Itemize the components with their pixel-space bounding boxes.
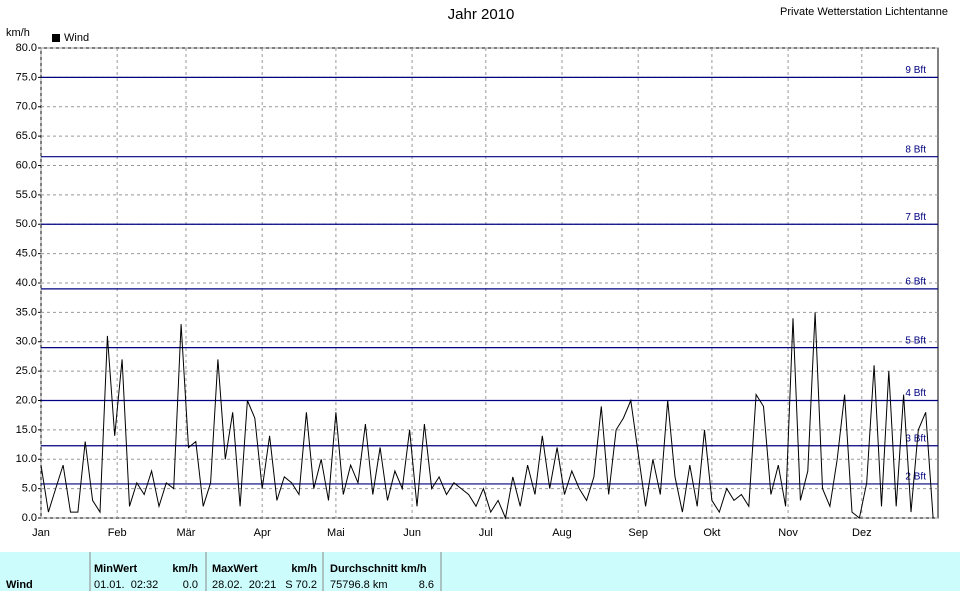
y-tick-label: 65.0 bbox=[16, 130, 37, 142]
reference-label: 9 Bft bbox=[905, 65, 926, 76]
x-tick-label: Mai bbox=[327, 527, 345, 539]
y-tick-label: 45.0 bbox=[16, 248, 37, 260]
wind-line bbox=[40, 312, 934, 520]
table-header: MaxWert bbox=[212, 563, 258, 575]
table-cell: 28.02. 20:21 bbox=[212, 579, 276, 591]
y-tick-label: 30.0 bbox=[16, 336, 37, 348]
chart-title: Jahr 2010 bbox=[448, 6, 515, 23]
table-header: Durchschnitt km/h bbox=[330, 563, 427, 575]
x-tick-label: Jun bbox=[403, 527, 421, 539]
reference-label: 8 Bft bbox=[905, 144, 926, 155]
x-tick-label: Dez bbox=[852, 527, 872, 539]
y-tick-label: 80.0 bbox=[16, 42, 37, 54]
x-tick-label: Nov bbox=[778, 527, 798, 539]
y-tick-label: 55.0 bbox=[16, 189, 37, 201]
table-header: MinWert bbox=[94, 563, 138, 575]
x-tick-label: Jul bbox=[479, 527, 493, 539]
table-header: km/h bbox=[172, 563, 198, 575]
x-tick-label: Aug bbox=[552, 527, 572, 539]
table-cell: S 70.2 bbox=[285, 579, 317, 591]
reference-label: 3 Bft bbox=[905, 433, 926, 444]
y-tick-label: 25.0 bbox=[16, 365, 37, 377]
legend-label: Wind bbox=[64, 32, 89, 44]
table-row-label: Wind bbox=[6, 579, 33, 591]
reference-label: 4 Bft bbox=[905, 388, 926, 399]
y-tick-label: 5.0 bbox=[22, 483, 37, 495]
reference-label: 5 Bft bbox=[905, 335, 926, 346]
x-tick-label: Feb bbox=[108, 527, 127, 539]
table-cell: 8.6 bbox=[419, 579, 434, 591]
y-tick-label: 20.0 bbox=[16, 394, 37, 406]
reference-label: 2 Bft bbox=[905, 472, 926, 483]
chart-subtitle: Private Wetterstation Lichtentanne bbox=[780, 6, 948, 18]
y-tick-label: 0.0 bbox=[22, 512, 37, 524]
y-tick-label: 70.0 bbox=[16, 101, 37, 113]
x-tick-label: Okt bbox=[703, 527, 720, 539]
y-tick-label: 40.0 bbox=[16, 277, 37, 289]
x-tick-label: Mär bbox=[177, 527, 196, 539]
y-tick-label: 60.0 bbox=[16, 159, 37, 171]
table-cell: 75796.8 km bbox=[330, 579, 387, 591]
y-axis-label: km/h bbox=[6, 27, 30, 39]
y-tick-label: 75.0 bbox=[16, 71, 37, 83]
y-tick-label: 15.0 bbox=[16, 424, 37, 436]
x-tick-label: Apr bbox=[254, 527, 271, 539]
table-cell: 01.01. 02:32 bbox=[94, 579, 158, 591]
y-tick-label: 10.0 bbox=[16, 453, 37, 465]
x-tick-label: Sep bbox=[628, 527, 648, 539]
table-cell: 0.0 bbox=[183, 579, 198, 591]
y-tick-label: 35.0 bbox=[16, 306, 37, 318]
y-tick-label: 50.0 bbox=[16, 218, 37, 230]
reference-label: 6 Bft bbox=[905, 277, 926, 288]
reference-label: 7 Bft bbox=[905, 212, 926, 223]
legend-swatch bbox=[52, 34, 60, 42]
table-band bbox=[0, 552, 960, 591]
x-tick-label: Jan bbox=[32, 527, 50, 539]
table-header: km/h bbox=[291, 563, 317, 575]
